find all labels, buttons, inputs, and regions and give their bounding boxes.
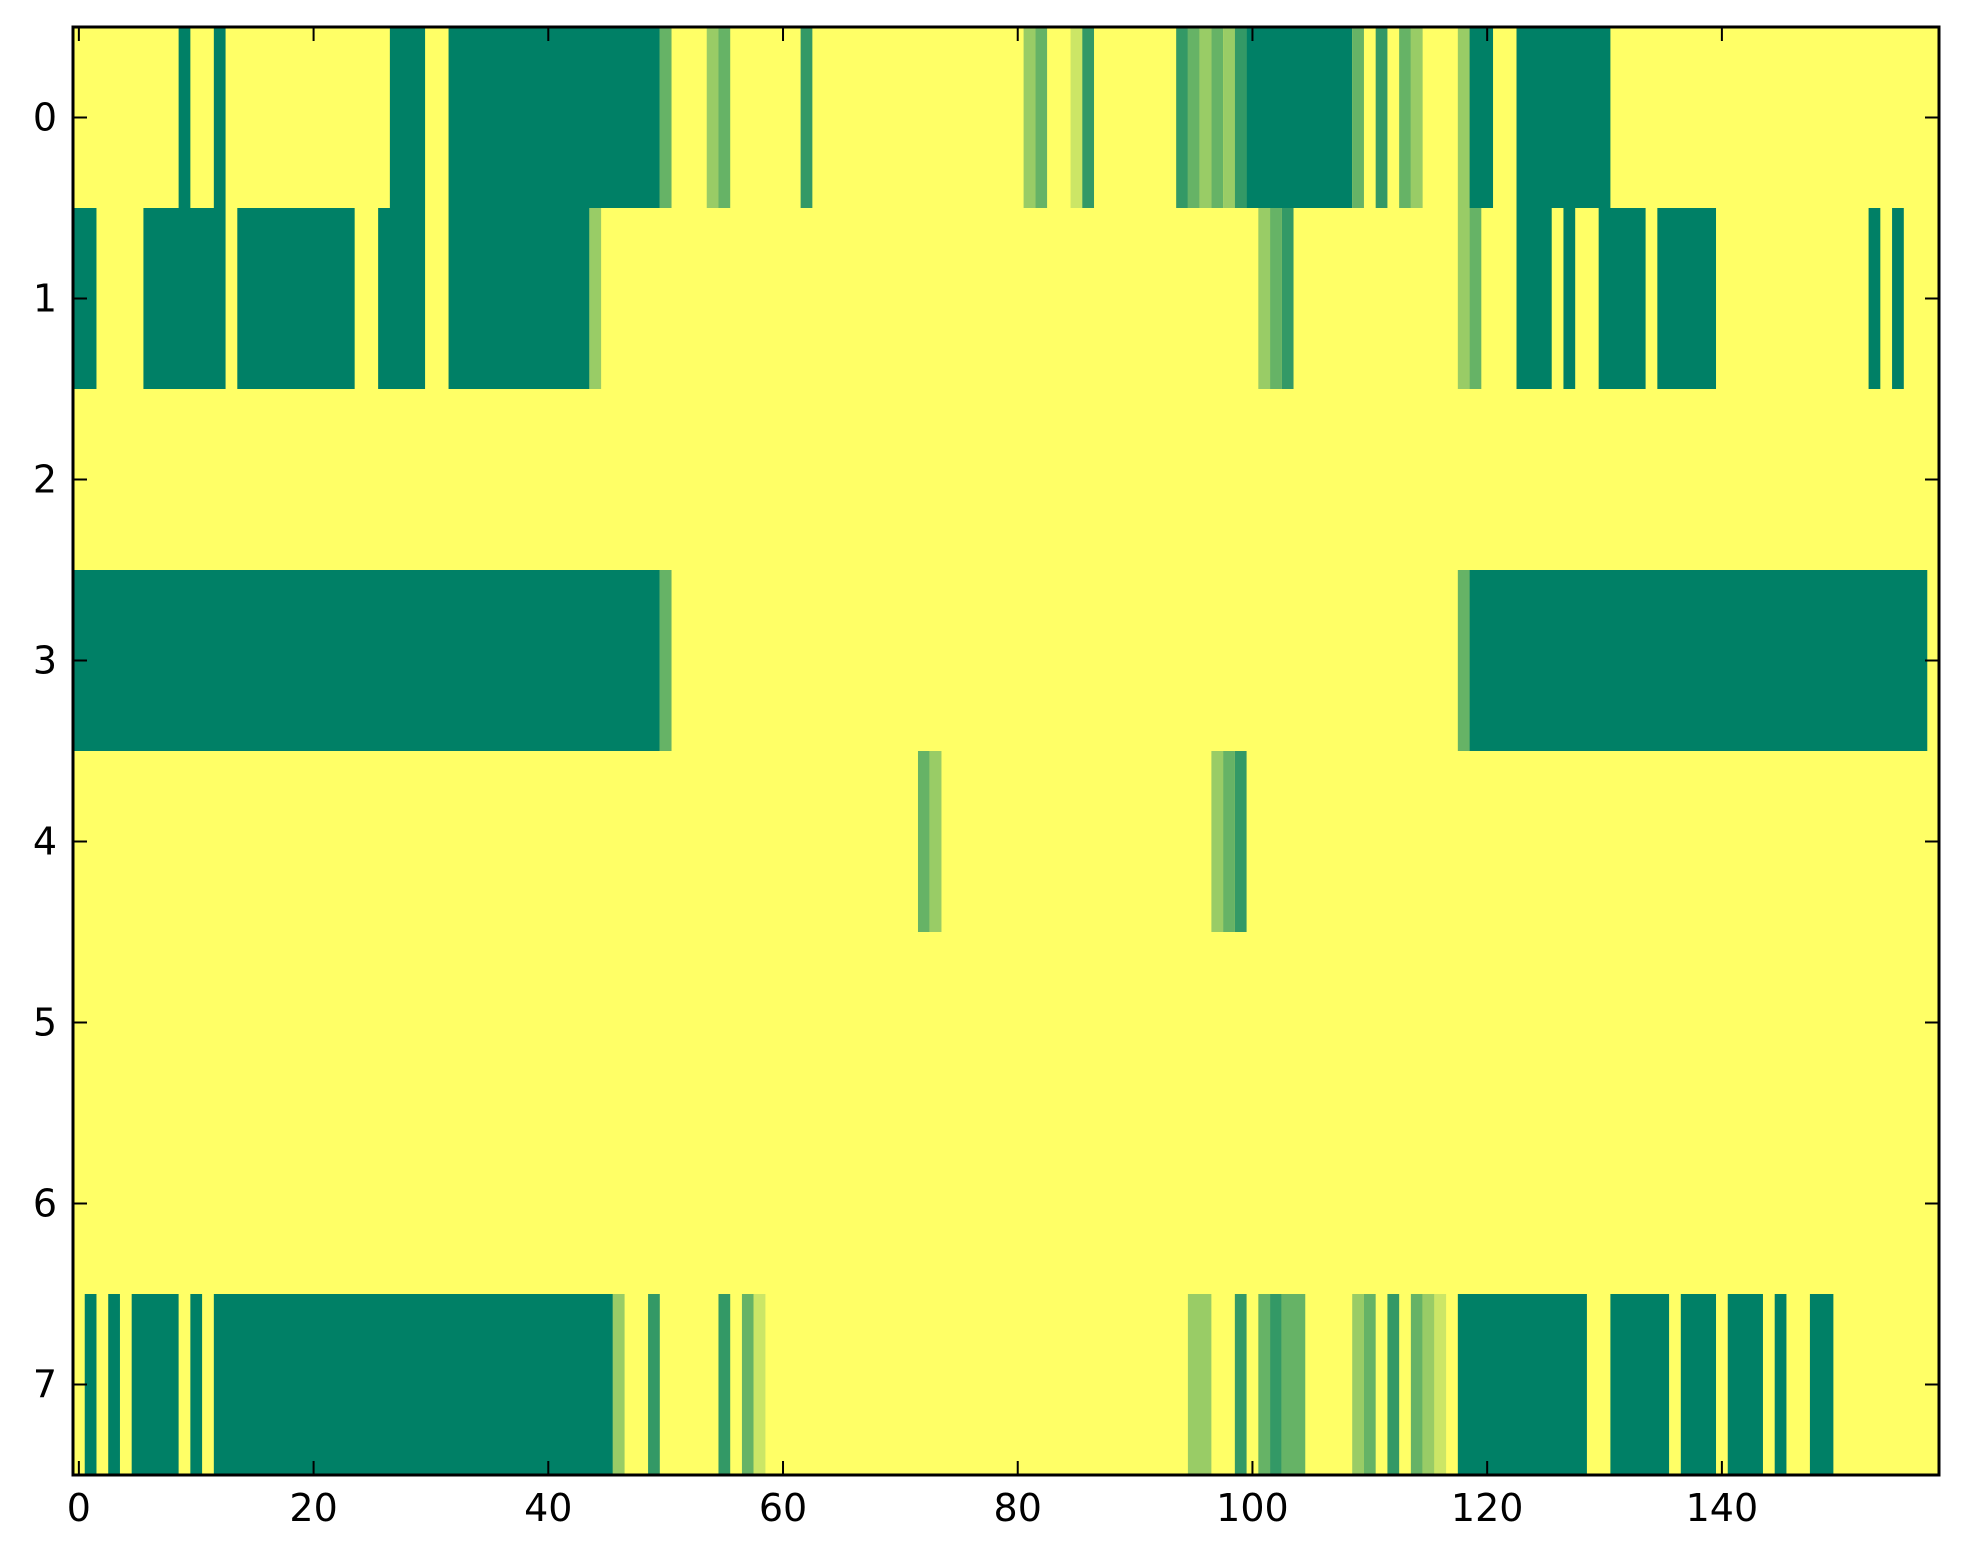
heatmap-cell	[1411, 27, 1423, 208]
heatmap-cell	[179, 27, 191, 208]
y-tick-label: 3	[33, 639, 57, 683]
y-tick-label: 7	[33, 1363, 57, 1407]
heatmap-cell	[1387, 1294, 1399, 1475]
heatmap-cell	[589, 208, 601, 389]
heatmap-cell	[1563, 208, 1575, 389]
heatmap-cell	[214, 27, 226, 208]
heatmap-cell	[1071, 27, 1083, 208]
heatmap-cell	[1352, 1294, 1364, 1475]
x-tick-label: 0	[67, 1486, 91, 1530]
heatmap-cell	[1223, 751, 1235, 932]
heatmap-cell	[449, 27, 660, 208]
heatmap-cell	[1258, 1294, 1270, 1475]
heatmap-cell	[1188, 27, 1200, 208]
heatmap-cell	[1470, 208, 1482, 389]
heatmap-cell	[1352, 27, 1364, 208]
heatmap-cell	[1223, 27, 1235, 208]
y-tick-label: 1	[33, 277, 57, 321]
heatmap-cell	[1517, 27, 1611, 208]
y-tick-label: 2	[33, 458, 57, 502]
heatmap-cell	[449, 208, 590, 389]
x-tick-label: 100	[1216, 1486, 1289, 1530]
x-tick-label: 140	[1686, 1486, 1759, 1530]
heatmap-cell	[1434, 1294, 1446, 1475]
heatmap-cell	[1282, 208, 1294, 389]
heatmap-cell	[1458, 570, 1470, 751]
heatmap-cell	[660, 570, 672, 751]
heatmap-cell	[718, 1294, 730, 1475]
heatmap-cell	[754, 1294, 766, 1475]
heatmap-cell	[1188, 1294, 1211, 1475]
heatmap-cell	[1728, 1294, 1763, 1475]
heatmap-cell	[707, 27, 719, 208]
heatmap-cell	[237, 208, 354, 389]
heatmap-cell	[1869, 208, 1881, 389]
x-tick-label: 20	[289, 1486, 337, 1530]
heatmap-cell	[1458, 27, 1470, 208]
heatmap-cell	[1470, 27, 1493, 208]
heatmap-cell	[1235, 27, 1247, 208]
heatmap-cell	[1035, 27, 1047, 208]
heatmap-cell	[73, 570, 660, 751]
y-tick-label: 5	[33, 1001, 57, 1045]
heatmap-cell	[1458, 1294, 1587, 1475]
heatmap-cell	[1082, 27, 1094, 208]
heatmap-cell	[1211, 751, 1223, 932]
heatmap-cell	[918, 751, 930, 932]
heatmap-cell	[143, 208, 225, 389]
heatmap-cell	[1458, 208, 1470, 389]
heatmap-cell	[1376, 27, 1388, 208]
heatmap-cell	[1810, 1294, 1833, 1475]
x-tick-label: 80	[994, 1486, 1042, 1530]
heatmap-cell	[660, 27, 672, 208]
heatmap-cell	[132, 1294, 179, 1475]
heatmap-cell	[1176, 27, 1188, 208]
heatmap-cell	[801, 27, 813, 208]
heatmap-cell	[190, 1294, 202, 1475]
heatmap-cell	[390, 27, 425, 208]
heatmap-cell	[1235, 751, 1247, 932]
heatmap-cell	[1258, 208, 1270, 389]
heatmap-cell	[718, 27, 730, 208]
heatmap-cell	[1024, 27, 1036, 208]
heatmap-cell	[214, 1294, 613, 1475]
x-tick-label: 60	[759, 1486, 807, 1530]
heatmap-cell	[1610, 1294, 1669, 1475]
heatmap-cell	[1364, 1294, 1376, 1475]
heatmap-cell	[378, 208, 425, 389]
heatmap-cell	[1517, 208, 1552, 389]
heatmap-cell	[1399, 27, 1411, 208]
heatmap-cell	[742, 1294, 754, 1475]
heatmap-cell	[1200, 27, 1212, 208]
heatmap-cell	[613, 1294, 625, 1475]
heatmap-cell	[1681, 1294, 1716, 1475]
heatmap-cell	[1247, 27, 1353, 208]
heatmap-cell	[1470, 570, 1928, 751]
y-tick-label: 6	[33, 1182, 57, 1226]
heatmap-cell	[1235, 1294, 1247, 1475]
heatmap-cell	[1657, 208, 1716, 389]
heatmap-cell	[1423, 1294, 1435, 1475]
heatmap-cell	[1270, 1294, 1282, 1475]
x-tick-label: 40	[524, 1486, 572, 1530]
y-tick-label: 0	[33, 96, 57, 140]
heatmap-cell	[1775, 1294, 1787, 1475]
heatmap-cell	[1599, 208, 1646, 389]
heatmap-cell	[1282, 1294, 1305, 1475]
heatmap-cell	[1270, 208, 1282, 389]
x-tick-label: 120	[1451, 1486, 1524, 1530]
heatmap-cell	[930, 751, 942, 932]
y-tick-label: 4	[33, 820, 57, 864]
heatmap-cell	[1211, 27, 1223, 208]
heatmap-cell	[1892, 208, 1904, 389]
heatmap-cell	[648, 1294, 660, 1475]
heatmap-cell	[1411, 1294, 1423, 1475]
heatmap-cell	[108, 1294, 120, 1475]
